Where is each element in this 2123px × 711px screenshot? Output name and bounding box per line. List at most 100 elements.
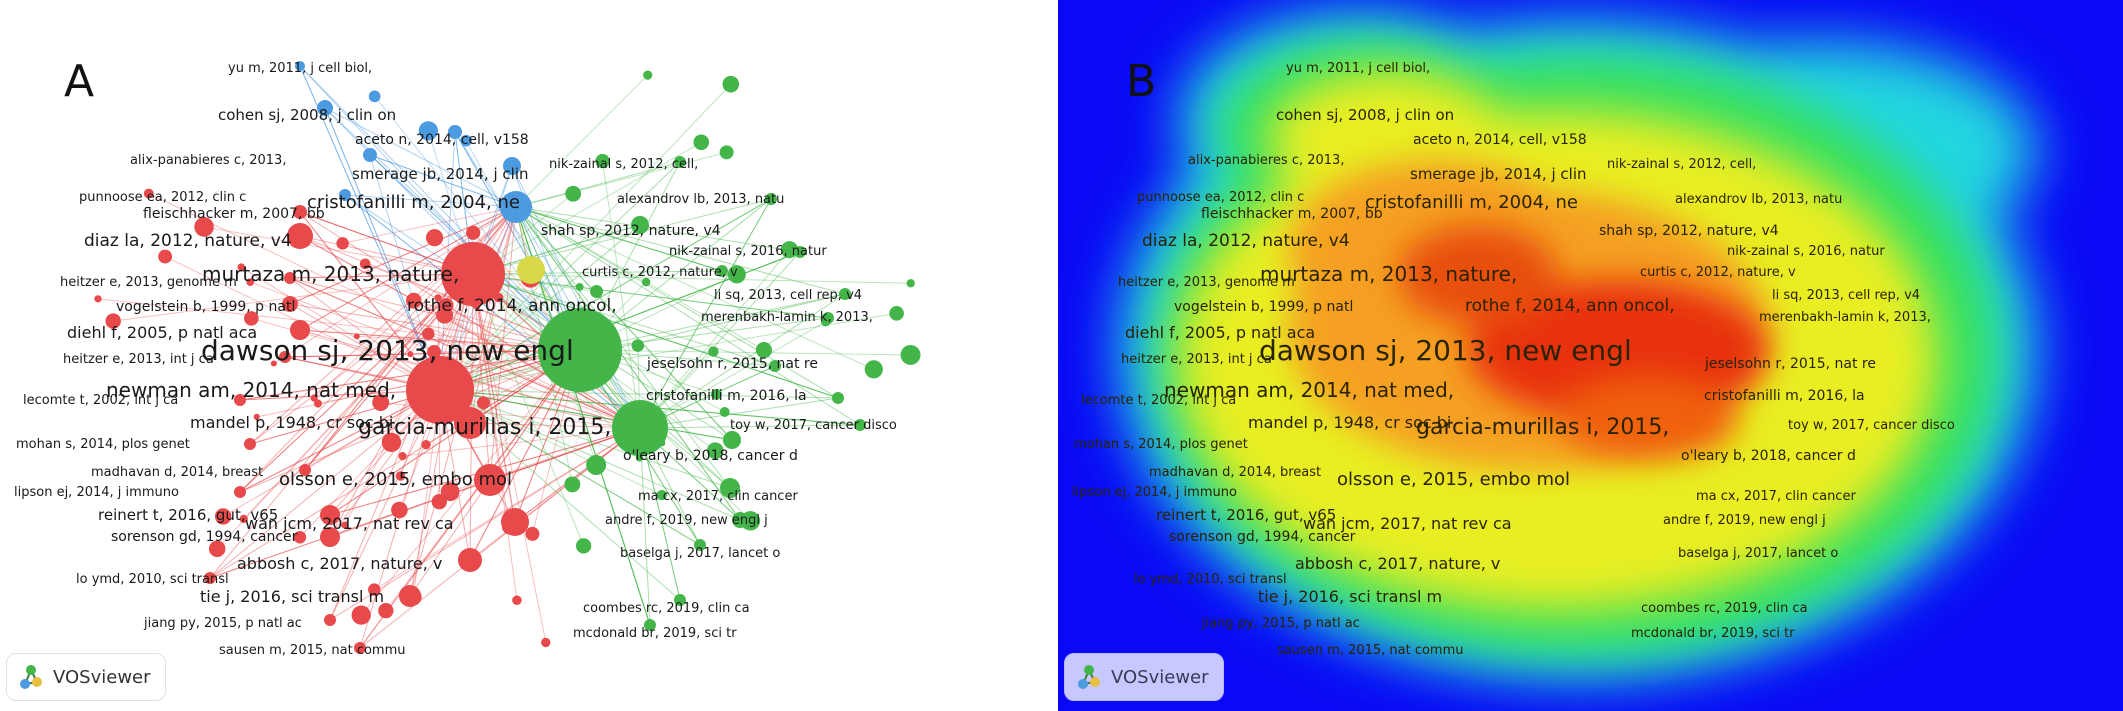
minor-node[interactable] — [105, 313, 121, 329]
publication-node[interactable] — [538, 308, 622, 392]
minor-node[interactable] — [270, 360, 277, 367]
minor-node[interactable] — [421, 439, 431, 450]
node-label[interactable]: heitzer e, 2013, int j ca — [63, 352, 214, 367]
minor-node[interactable] — [436, 306, 454, 324]
node-label[interactable]: yu m, 2011, j cell biol, — [228, 61, 373, 76]
node-label[interactable]: cristofanilli m, 2004, ne — [307, 192, 520, 213]
minor-node[interactable] — [310, 394, 318, 402]
node-label[interactable]: sausen m, 2015, nat commu — [1277, 643, 1464, 658]
minor-node[interactable] — [719, 145, 734, 160]
node-label[interactable]: reinert t, 2016, gut, v65 — [98, 506, 279, 524]
publication-node[interactable] — [765, 193, 777, 205]
minor-node[interactable] — [422, 327, 435, 341]
node-label[interactable]: coombes rc, 2019, clin ca — [1641, 601, 1808, 616]
minor-node[interactable] — [564, 476, 581, 493]
publication-node[interactable] — [293, 205, 307, 219]
node-label[interactable]: dawson sj, 2013, new engl — [1259, 334, 1632, 367]
publication-node[interactable] — [234, 486, 246, 498]
publication-node[interactable] — [822, 312, 834, 324]
node-label[interactable]: diaz la, 2012, nature, v4 — [1142, 231, 1350, 251]
minor-node[interactable] — [368, 583, 381, 596]
minor-node[interactable] — [143, 188, 154, 199]
node-label[interactable]: mcdonald br, 2019, sci tr — [1631, 626, 1795, 641]
node-label[interactable]: diaz la, 2012, nature, v4 — [84, 231, 292, 251]
minor-node[interactable] — [427, 344, 441, 359]
minor-node[interactable] — [586, 454, 607, 475]
node-label[interactable]: lipson ej, 2014, j immuno — [14, 485, 179, 500]
node-label[interactable]: rothe f, 2014, ann oncol, — [1465, 296, 1675, 316]
node-label[interactable]: nik-zainal s, 2016, natur — [1727, 244, 1885, 259]
node-label[interactable]: mohan s, 2014, plos genet — [1074, 437, 1248, 452]
node-label[interactable]: jiang py, 2015, p natl ac — [1202, 616, 1360, 631]
node-label[interactable]: fleischhacker m, 2007, bb — [143, 206, 325, 222]
node-label[interactable]: baselga j, 2017, lancet o — [1678, 546, 1839, 561]
node-label[interactable]: cohen sj, 2008, j clin on — [218, 106, 397, 124]
publication-node[interactable] — [503, 157, 521, 175]
minor-node[interactable] — [565, 185, 582, 202]
minor-node[interactable] — [351, 605, 371, 625]
node-label[interactable]: aceto n, 2014, cell, v158 — [355, 132, 529, 148]
node-label[interactable]: jeselsohn r, 2015, nat re — [647, 356, 818, 372]
publication-node[interactable] — [674, 156, 686, 168]
node-label[interactable]: rothe f, 2014, ann oncol, — [407, 296, 617, 316]
minor-node[interactable] — [864, 360, 883, 379]
node-label[interactable]: garcia-murillas i, 2015, — [1416, 415, 1670, 440]
publication-node[interactable] — [454, 407, 486, 439]
minor-node[interactable] — [466, 225, 481, 240]
minor-node[interactable] — [575, 538, 592, 554]
node-label[interactable]: aceto n, 2014, cell, v158 — [1413, 132, 1587, 148]
publication-node[interactable] — [287, 223, 313, 249]
minor-node[interactable] — [94, 295, 102, 303]
publication-node[interactable] — [644, 619, 656, 631]
minor-node[interactable] — [336, 237, 349, 250]
minor-node[interactable] — [239, 514, 248, 524]
node-label[interactable]: tie j, 2016, sci transl m — [200, 587, 385, 606]
minor-node[interactable] — [359, 258, 371, 270]
node-label[interactable]: jeselsohn r, 2015, nat re — [1705, 356, 1876, 372]
node-label[interactable]: abbosh c, 2017, nature, v — [1295, 554, 1501, 573]
publication-node[interactable] — [279, 351, 291, 363]
node-label[interactable]: olsson e, 2015, embo mol — [1337, 469, 1570, 490]
node-label[interactable]: andre f, 2019, new engl j — [1663, 513, 1826, 528]
node-label[interactable]: newman am, 2014, nat med, — [106, 378, 397, 402]
node-label[interactable]: lecomte t, 2002, int j ca — [23, 393, 179, 408]
node-label[interactable]: olsson e, 2015, embo mol — [279, 469, 512, 490]
minor-node[interactable] — [341, 521, 349, 529]
minor-node[interactable] — [693, 134, 710, 151]
node-label[interactable]: toy w, 2017, cancer disco — [730, 418, 897, 433]
node-label[interactable]: cristofanilli m, 2016, la — [646, 388, 807, 404]
minor-node[interactable] — [719, 407, 730, 417]
minor-node[interactable] — [158, 249, 173, 264]
minor-node[interactable] — [353, 333, 360, 340]
node-label[interactable]: alexandrov lb, 2013, natu — [1675, 192, 1843, 207]
node-label[interactable]: vogelstein b, 1999, p natl — [1174, 299, 1354, 315]
node-label[interactable]: madhavan d, 2014, breast — [1149, 465, 1322, 480]
publication-node[interactable] — [290, 320, 310, 340]
node-label[interactable]: merenbakh-lamin k, 2013, — [701, 310, 873, 325]
node-label[interactable]: mcdonald br, 2019, sci tr — [573, 626, 737, 641]
node-label[interactable]: abbosh c, 2017, nature, v — [237, 554, 443, 573]
minor-node[interactable] — [512, 595, 522, 606]
node-label[interactable]: murtaza m, 2013, nature, — [1260, 262, 1518, 286]
node-label[interactable]: punnoose ea, 2012, clin c — [1137, 190, 1305, 205]
minor-node[interactable] — [755, 341, 773, 359]
node-label[interactable]: ma cx, 2017, clin cancer — [1696, 489, 1856, 504]
minor-node[interactable] — [780, 241, 798, 259]
node-label[interactable]: punnoose ea, 2012, clin c — [79, 190, 247, 205]
publication-node[interactable] — [674, 594, 686, 606]
node-label[interactable]: lecomte t, 2002, int j ca — [1081, 393, 1237, 408]
minor-node[interactable] — [722, 75, 740, 93]
publication-node[interactable] — [320, 505, 340, 525]
publication-node[interactable] — [500, 191, 532, 223]
publication-node[interactable] — [832, 392, 844, 404]
node-label[interactable]: cohen sj, 2008, j clin on — [1276, 106, 1455, 124]
node-label[interactable]: alix-panabieres c, 2013, — [130, 153, 287, 168]
minor-node[interactable] — [575, 283, 584, 291]
node-label[interactable]: diehl f, 2005, p natl aca — [1125, 323, 1316, 342]
minor-node[interactable] — [418, 121, 438, 141]
node-label[interactable]: li sq, 2013, cell rep, v4 — [1772, 288, 1921, 303]
minor-node[interactable] — [208, 540, 226, 558]
publication-node[interactable] — [612, 400, 668, 456]
node-label[interactable]: lo ymd, 2010, sci transl — [1134, 572, 1287, 587]
publication-node[interactable] — [458, 548, 482, 572]
